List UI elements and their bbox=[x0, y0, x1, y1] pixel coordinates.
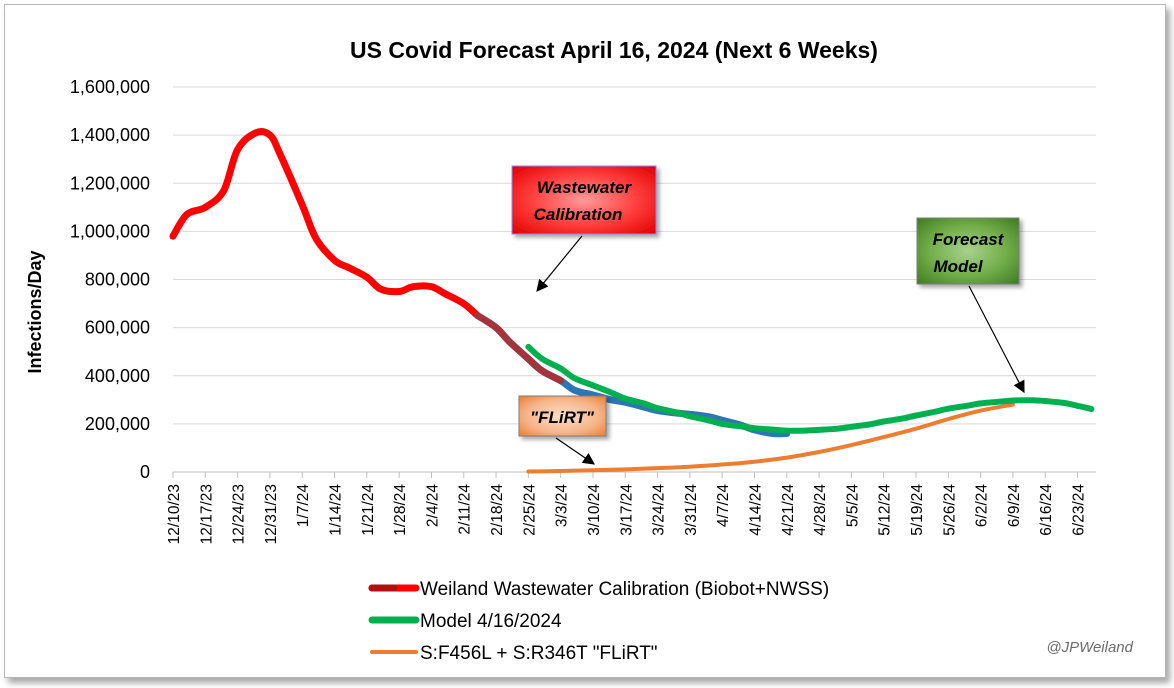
annotation-wastewater-line2: Calibration bbox=[534, 205, 623, 224]
x-tick-label: 4/28/24 bbox=[812, 484, 829, 536]
x-tick-label: 12/24/23 bbox=[231, 484, 248, 544]
y-tick-label: 1,600,000 bbox=[70, 77, 150, 97]
annotation-box-flirt bbox=[518, 395, 607, 437]
x-tick-label: 6/23/24 bbox=[1071, 484, 1088, 536]
annotation-wastewater-line1: Wastewater bbox=[537, 178, 633, 197]
x-tick-label: 12/31/23 bbox=[263, 484, 280, 544]
y-tick-label: 400,000 bbox=[85, 366, 150, 386]
y-tick-label: 800,000 bbox=[85, 270, 150, 290]
x-tick-label: 12/10/23 bbox=[166, 484, 183, 544]
x-tick-label: 2/18/24 bbox=[489, 484, 506, 536]
y-axis-label: Infections/Day bbox=[25, 250, 45, 373]
annotation-flirt-arrow bbox=[555, 437, 595, 465]
annotation-box-wastewater bbox=[511, 165, 657, 235]
y-tick-labels: 0 200,000 400,000 600,000 800,000 1,000,000 1,… bbox=[70, 77, 150, 482]
chart-title: US Covid Forecast April 16, 2024 (Next 6… bbox=[350, 37, 878, 63]
x-tick-label: 5/12/24 bbox=[877, 484, 894, 536]
x-tick-label: 3/17/24 bbox=[618, 484, 635, 536]
x-tick-label: 1/14/24 bbox=[328, 484, 345, 536]
x-tick-label: 6/9/24 bbox=[1006, 484, 1023, 527]
series-lines bbox=[169, 128, 1095, 474]
legend: Weiland Wastewater Calibration (Biobot+N… bbox=[368, 579, 829, 664]
x-tick-label: 4/21/24 bbox=[780, 484, 797, 536]
legend-label-flirt: S:F456L + S:R346T "FLiRT" bbox=[420, 643, 658, 664]
x-tick-label: 5/26/24 bbox=[941, 484, 958, 536]
x-tick-label: 6/2/24 bbox=[974, 484, 991, 527]
annotation-wastewater-calibration: Wastewater Calibration bbox=[511, 165, 657, 292]
legend-label-wastewater: Weiland Wastewater Calibration (Biobot+N… bbox=[420, 579, 829, 600]
y-tick-label: 1,000,000 bbox=[70, 221, 150, 241]
legend-label-model: Model 4/16/2024 bbox=[420, 611, 562, 632]
x-tick-label: 4/7/24 bbox=[715, 484, 732, 527]
y-tick-label: 0 bbox=[140, 462, 150, 482]
x-tick-label: 2/4/24 bbox=[424, 484, 441, 527]
annotation-flirt: "FLiRT" bbox=[518, 395, 607, 465]
y-tick-label: 1,400,000 bbox=[70, 125, 150, 145]
x-tick-label: 1/28/24 bbox=[392, 484, 409, 536]
x-tick-label: 3/3/24 bbox=[554, 484, 571, 527]
series-line-wastewater-transition bbox=[474, 312, 565, 385]
x-tick-labels: 12/10/23 12/17/23 12/24/23 12/31/23 1/7/24 1/… bbox=[166, 472, 1088, 544]
x-tick-label: 3/24/24 bbox=[651, 484, 668, 536]
x-tick-label: 6/16/24 bbox=[1038, 484, 1055, 536]
x-tick-label: 1/7/24 bbox=[295, 484, 312, 527]
annotation-forecast-model: Forecast Model bbox=[916, 217, 1025, 394]
annotation-forecast-line2: Model bbox=[933, 257, 983, 276]
x-tick-label: 3/10/24 bbox=[586, 484, 603, 536]
series-line-flirt bbox=[526, 402, 1015, 474]
y-tick-label: 600,000 bbox=[85, 318, 150, 338]
annotation-forecast-arrow bbox=[968, 285, 1025, 394]
series-line-model bbox=[525, 343, 1095, 434]
annotation-box-forecast bbox=[916, 217, 1020, 285]
x-tick-label: 1/21/24 bbox=[360, 484, 377, 536]
x-tick-label: 2/25/24 bbox=[521, 484, 538, 536]
x-tick-label: 5/19/24 bbox=[909, 484, 926, 536]
chart-frame bbox=[4, 4, 1166, 678]
annotation-flirt-text: "FLiRT" bbox=[530, 408, 595, 427]
x-tick-label: 2/11/24 bbox=[457, 484, 474, 535]
x-tick-label: 12/17/23 bbox=[198, 484, 215, 544]
x-tick-label: 4/14/24 bbox=[747, 484, 764, 536]
y-tick-label: 200,000 bbox=[85, 414, 150, 434]
x-tick-label: 5/5/24 bbox=[844, 484, 861, 527]
series-line-wastewater bbox=[169, 128, 482, 320]
annotation-wastewater-arrow bbox=[536, 235, 583, 292]
annotation-forecast-line1: Forecast bbox=[933, 230, 1005, 249]
y-tick-label: 1,200,000 bbox=[70, 173, 150, 193]
watermark: @JPWeiland bbox=[1046, 639, 1133, 656]
x-tick-label: 3/31/24 bbox=[683, 484, 700, 536]
